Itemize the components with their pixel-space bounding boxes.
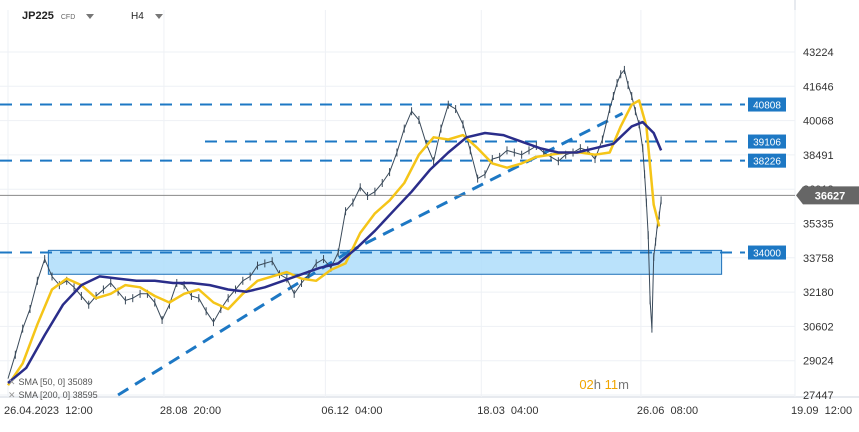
current-price-label: 36627 [815, 190, 846, 202]
timeframe-label: H4 [131, 11, 144, 22]
timer-minutes-unit: m [618, 377, 629, 392]
indicator-label: SMA [200, 0] [18, 390, 71, 400]
x-tick-label: 26.06 08:00 [637, 405, 698, 417]
candle-timer: 02h 11m [579, 377, 629, 392]
indicator-value: 38595 [72, 390, 98, 400]
y-tick-label: 41646 [803, 81, 834, 93]
symbol-label: JP225 [22, 10, 54, 22]
indicator-sma200[interactable]: ✕ SMA [200, 0] 38595 [8, 390, 98, 401]
trendline [346, 112, 624, 254]
price-line [7, 68, 662, 379]
y-tick-label: 35335 [803, 219, 834, 231]
indicator-sma50[interactable]: ✕ SMA [50, 0] 35089 [8, 377, 93, 388]
y-tick-label: 27447 [803, 390, 834, 402]
y-tick-label: 40068 [803, 116, 834, 128]
y-tick-label: 32180 [803, 287, 834, 299]
axis-layer: 4322441646400683849136913353353375832180… [4, 47, 859, 417]
x-tick-label: 26.04.2023 12:00 [4, 405, 93, 417]
level-label: 39106 [753, 138, 781, 149]
level-label-box [748, 97, 786, 112]
series-line [6, 99, 661, 386]
chevron-down-icon [154, 13, 163, 19]
grid [0, 0, 859, 398]
level-label: 40808 [753, 101, 781, 112]
timeframe-selector[interactable]: H4 [131, 10, 163, 22]
close-icon[interactable]: ✕ [8, 377, 16, 387]
instrument-type: CFD [60, 14, 76, 21]
y-tick-label: 29024 [803, 356, 834, 368]
level-label-box [748, 245, 786, 260]
x-tick-label: 18.03 04:00 [477, 405, 538, 417]
series-layer [6, 65, 663, 386]
y-tick-label: 30602 [803, 321, 834, 333]
chevron-down-icon [86, 13, 95, 19]
y-tick-label: 33758 [803, 253, 834, 265]
level-label: 38226 [753, 157, 781, 168]
level-label: 34000 [753, 249, 781, 260]
close-icon[interactable]: ✕ [8, 390, 16, 400]
indicator-label: SMA [50, 0] [18, 377, 66, 387]
timer-minutes: 11 [604, 377, 619, 392]
series-line [7, 120, 663, 384]
support-zone [47, 249, 723, 275]
x-tick-label: 28.08 20:00 [160, 405, 221, 417]
lines-layer: 40808 39106 38226 34000 [0, 97, 795, 397]
support-zone-layer [47, 249, 723, 275]
y-tick-label: 38491 [803, 150, 834, 162]
indicator-value: 35089 [67, 377, 93, 387]
timer-hours: 02 [579, 377, 594, 392]
current-price-tag [796, 186, 859, 205]
y-tick-label: 43224 [803, 47, 834, 59]
level-label-box [748, 153, 786, 168]
x-tick-label: 06.12 04:00 [321, 405, 382, 417]
symbol-selector[interactable]: JP225 CFD [22, 10, 95, 22]
level-label-box [748, 134, 786, 149]
x-tick-label: 19.09 12:00 [791, 405, 852, 417]
timer-hours-unit: h [593, 377, 602, 392]
